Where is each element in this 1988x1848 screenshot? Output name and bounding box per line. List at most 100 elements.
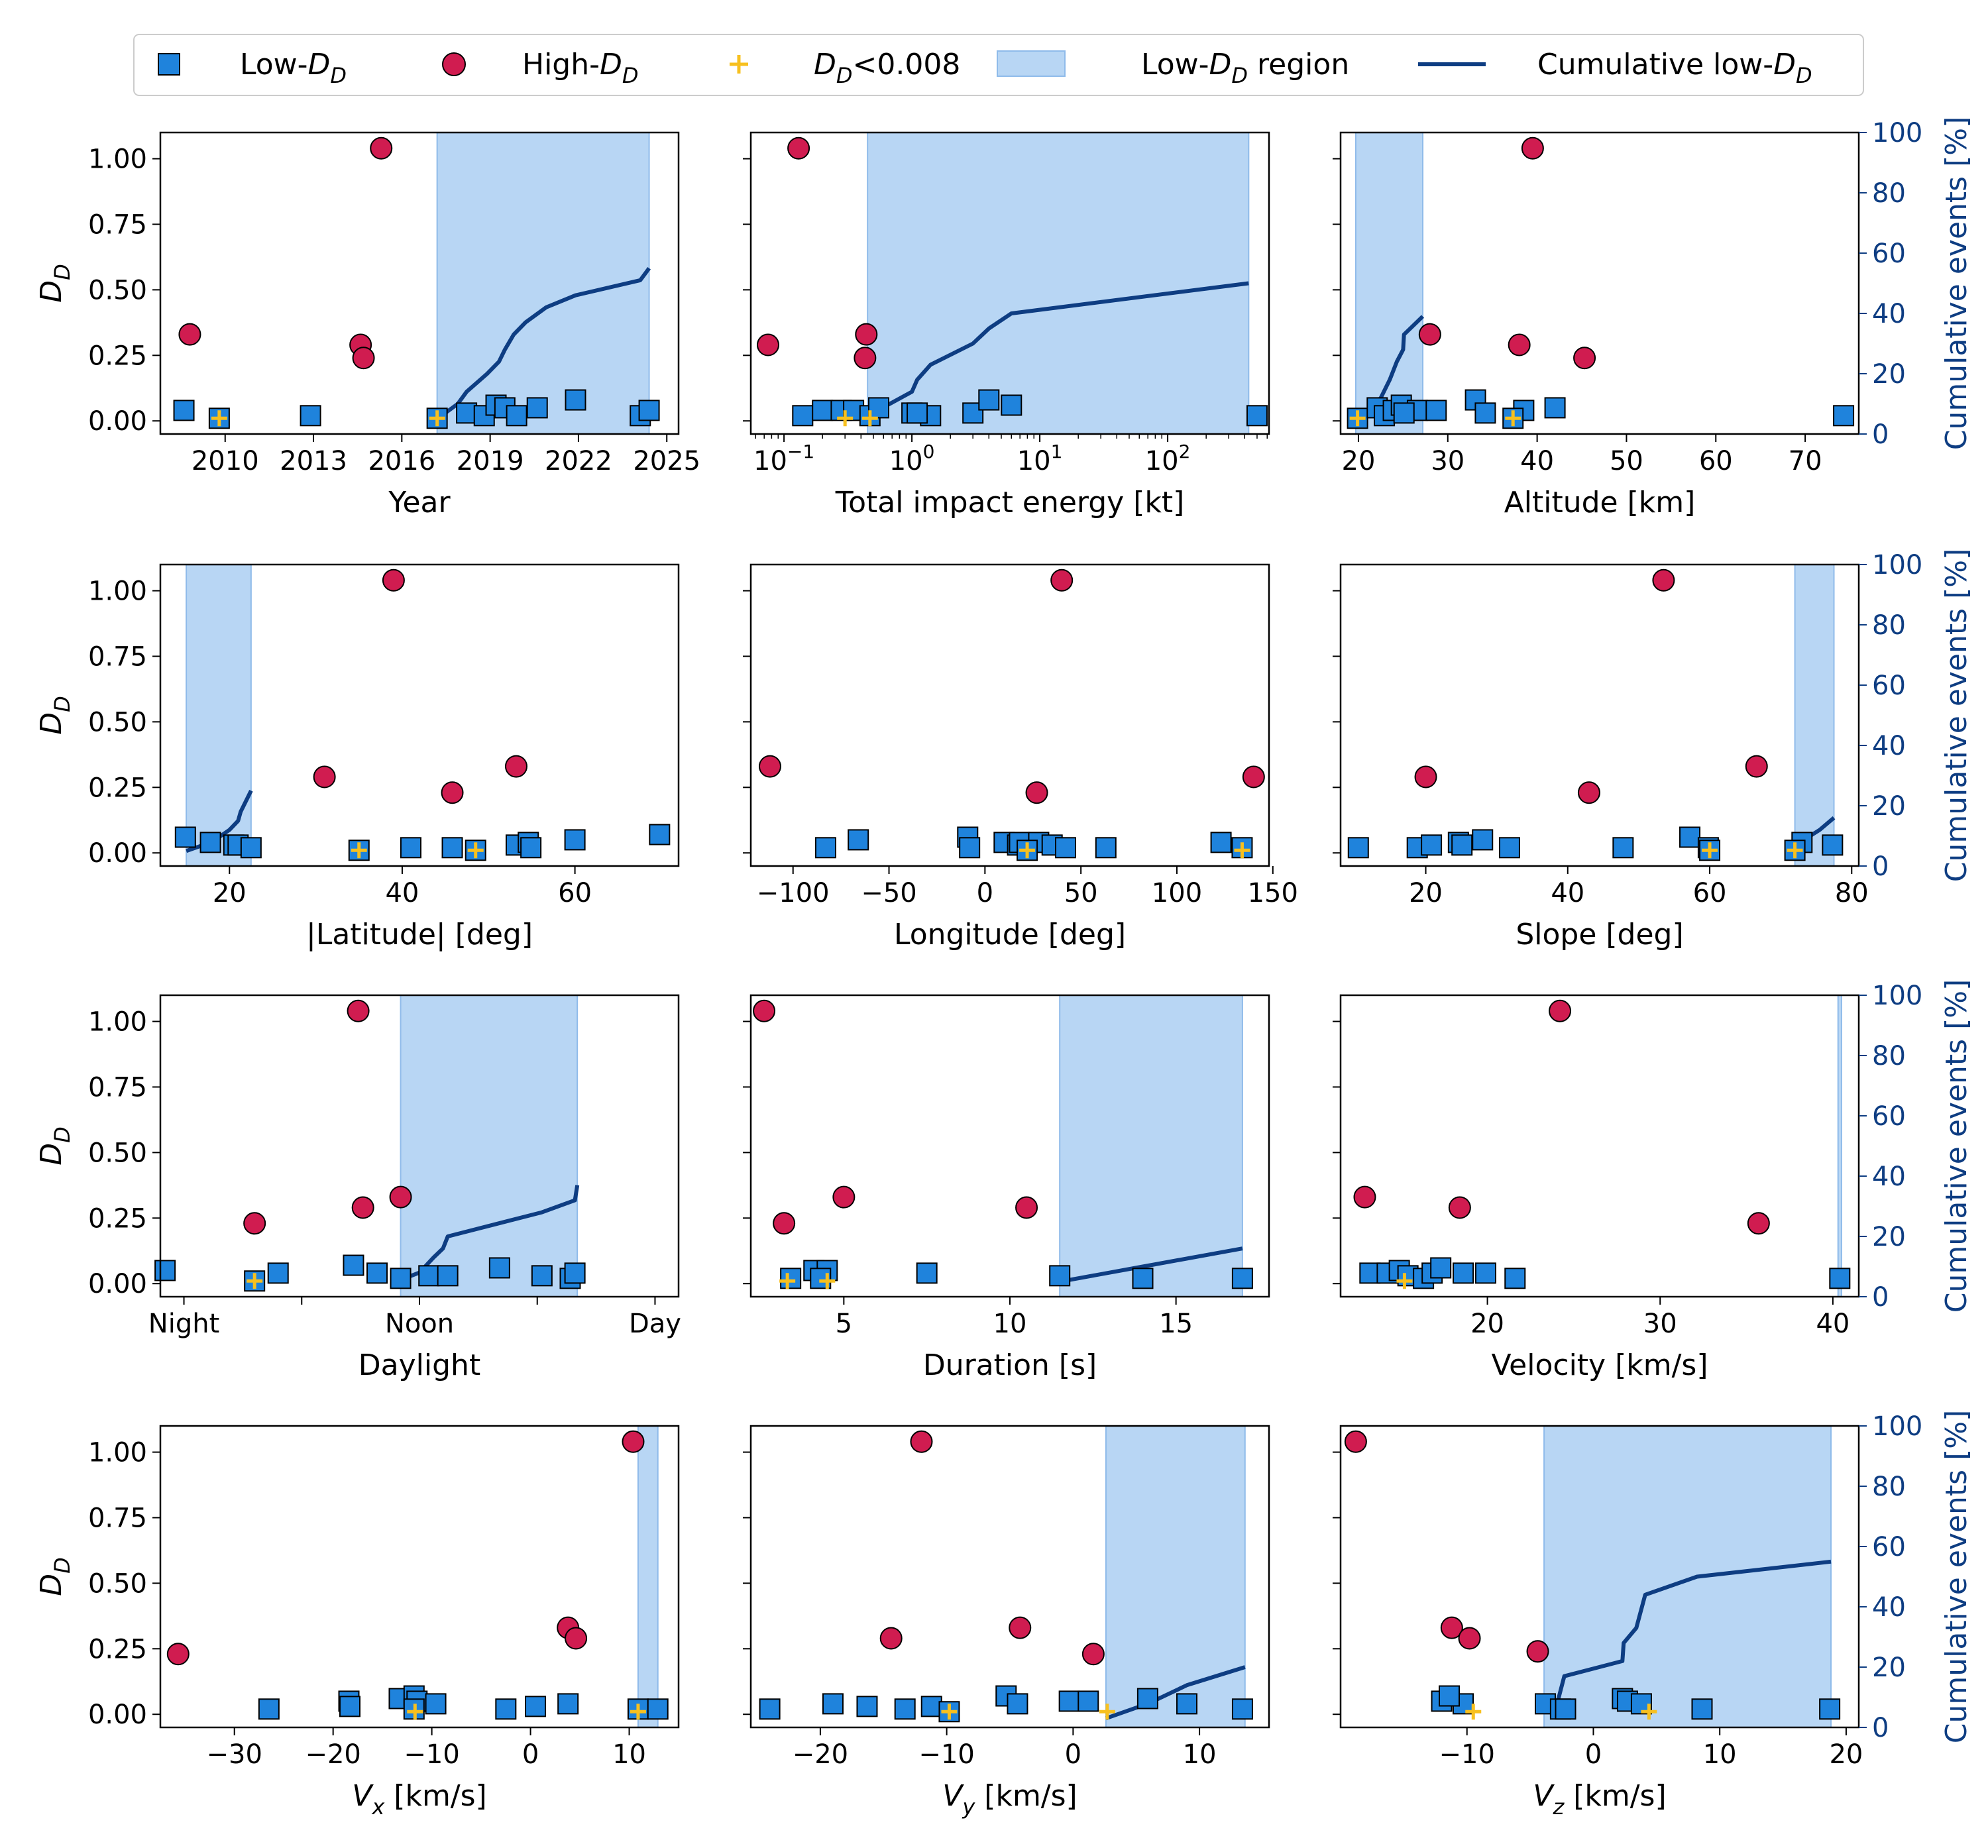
high-dd-point [832,1185,856,1209]
low-dd-point [1829,1268,1851,1289]
x-tick-label: 30 [1643,1309,1677,1339]
y-axis-label-subscript: D [50,696,75,712]
x-tick-label: 20 [1829,1739,1863,1770]
low-dd-region [436,132,650,435]
x-tick-label: 40 [1551,878,1584,908]
low-dd-point [488,1257,510,1279]
low-dd-point [1822,834,1844,856]
low-dd-point [894,1698,916,1720]
y-tick-label: 0.50 [88,707,147,737]
x-tick-base: 0 [1585,1739,1602,1770]
right-y-tick-label: 60 [1872,1532,1906,1562]
legend-label: DD<0.008 [814,48,960,88]
low-threshold-point [837,410,854,427]
legend-item: High-DD [442,48,639,88]
y-axis-label-symbol: D [34,712,68,735]
x-tick-label: 15 [1159,1309,1193,1339]
x-tick-label: 20 [213,878,247,908]
low-dd-point [814,837,836,859]
x-tick-label: 2022 [545,446,612,476]
x-tick-base: 60 [558,878,592,908]
high-dd-point [1009,1616,1032,1639]
low-threshold-point [247,1273,263,1289]
low-dd-point [638,400,660,421]
low-dd-point [1231,1268,1253,1289]
x-tick-base: 20 [1409,878,1443,908]
x-tick-base: 2025 [633,446,700,476]
x-tick-base: 2016 [368,446,435,476]
right-y-tick-label: 60 [1872,239,1906,269]
x-tick-base: −100 [757,878,830,908]
low-dd-region [1059,995,1243,1297]
right-y-tick-label: 20 [1872,359,1906,390]
y-tick-label: 0.00 [88,838,147,869]
x-axis-label: |Latitude| [deg] [306,918,533,951]
x-tick-base: 10 [612,1739,646,1770]
high-dd-point [1242,765,1265,788]
axes-frame [1339,1425,1860,1729]
high-dd-point [1521,136,1544,160]
legend-item: Cumulative low-DD [1418,48,1812,88]
x-axis-label: Slope [deg] [1516,918,1683,951]
panel: 20 30 40 50 60 70 0 20 40 60 80 100 Cumulative event… [1333,117,1973,519]
x-tick-label: 30 [1431,446,1464,476]
x-tick-label: 0 [1585,1739,1602,1770]
legend-label-subscript: D [1796,63,1812,88]
low-dd-point [867,397,889,419]
x-tick-label: 10 [993,1309,1027,1339]
legend-label-symbol: D [1209,48,1232,82]
x-tick-base: 20 [1470,1309,1504,1339]
low-dd-point [1210,832,1232,853]
legend-label-prefix: Cumulative low- [1537,48,1773,82]
low-dd-point [1612,837,1634,859]
y-tick-label: 0.25 [88,341,147,371]
y-axis-label: DD [34,1557,75,1596]
high-dd-point [351,1196,374,1219]
x-axis-label: Duration [s] [923,1348,1097,1382]
high-dd-point [389,1185,412,1209]
low-dd-point [1425,400,1447,421]
y-axis-label-symbol: D [34,1574,68,1596]
axes-frame [1339,131,1860,435]
y-tick-label: 0.00 [88,1269,147,1299]
x-tick-base: 30 [1431,446,1464,476]
x-tick-label: 100 [1152,878,1202,908]
legend-item: Low-DD region [997,48,1349,88]
high-dd-point [1549,999,1572,1022]
low-threshold-point [1465,1704,1482,1720]
panel: −20 −10 0 10 Vy [km/s] [743,1425,1270,1820]
low-dd-point [1231,1698,1253,1720]
x-tick-label: 2025 [633,446,700,476]
low-dd-point [1007,1693,1028,1715]
low-threshold-point [429,410,445,427]
high-dd-point [1573,347,1596,370]
x-tick-base: 2022 [545,446,612,476]
x-tick-label: 2016 [368,446,435,476]
plot-area [751,565,1269,866]
low-dd-point [907,402,928,424]
low-dd-point [1176,1693,1198,1715]
x-tick-label: 102 [1145,441,1191,476]
right-y-tick-label: 0 [1872,1713,1889,1743]
low-dd-point [506,405,527,427]
x-tick-label: −30 [207,1739,262,1770]
x-tick-base: 0 [1065,1739,1081,1770]
low-dd-point [1393,402,1415,424]
y-axis-label-subscript: D [50,264,75,280]
low-dd-point [1679,826,1701,848]
x-axis-label: Altitude [km] [1504,486,1696,519]
right-y-tick-label: 80 [1872,1472,1906,1502]
x-tick-label: 40 [1816,1309,1850,1339]
low-dd-point [258,1698,280,1720]
x-tick-base: 10 [753,446,787,476]
high-dd-point [382,569,405,592]
axes-frame [1339,994,1860,1298]
y-axis-label-subscript: D [50,1126,75,1143]
legend-circle-marker [442,52,466,76]
low-dd-point [1691,1698,1713,1720]
low-dd-point [1472,829,1494,851]
low-dd-point [1058,1690,1080,1712]
low-threshold-point [819,1273,836,1289]
y-tick-label: 0.75 [88,209,147,240]
